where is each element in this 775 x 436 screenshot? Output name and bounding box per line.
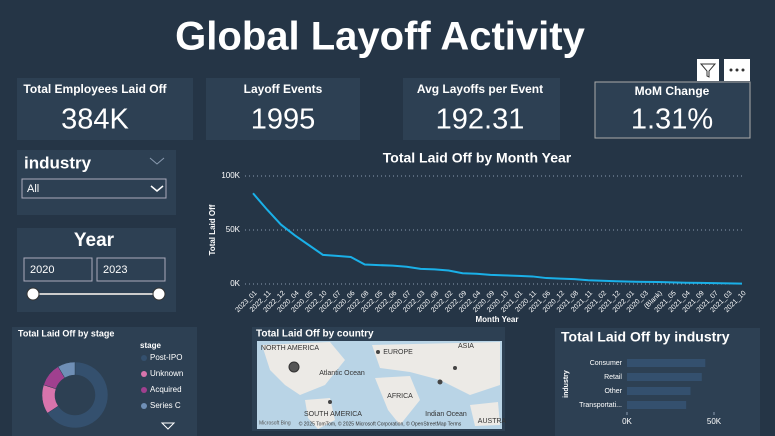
- year-slicer: Year 2020 2023: [17, 228, 176, 312]
- legend-title: stage: [140, 341, 161, 350]
- y-axis-title: Total Laid Off: [208, 204, 217, 255]
- dot: [735, 68, 739, 72]
- x-tick-label: 0K: [622, 417, 632, 426]
- legend-swatch: [141, 371, 147, 377]
- y-tick-label: Retail: [604, 374, 622, 381]
- slicer-title: Year: [74, 230, 115, 251]
- legend-label: Unknown: [150, 369, 183, 378]
- kpi-card: [403, 78, 560, 140]
- dashboard-title: Global Layoff Activity: [175, 15, 585, 59]
- land: [372, 342, 500, 395]
- dot: [741, 68, 745, 72]
- filter-icon[interactable]: [697, 59, 719, 81]
- bubble: [376, 350, 380, 354]
- map-label: NORTH AMERICA: [261, 345, 320, 352]
- dot: [729, 68, 733, 72]
- y-tick-label: 100K: [221, 171, 240, 180]
- y-tick-label: 0K: [230, 279, 240, 288]
- year-input[interactable]: [23, 257, 93, 282]
- range-handle[interactable]: [152, 287, 166, 301]
- kpi-cards: Total Employees Laid Off 384K Layoff Eve…: [17, 59, 751, 140]
- y-tick-label: Transportati...: [579, 402, 622, 409]
- kpi-value: 1995: [251, 104, 316, 136]
- kpi-label: MoM Change: [635, 84, 710, 98]
- bar: [627, 359, 706, 367]
- year-to: 2023: [103, 264, 127, 276]
- bar: [627, 401, 687, 409]
- scroll-arrow[interactable]: [160, 422, 176, 430]
- land: [470, 402, 500, 426]
- stage-chart: [160, 422, 176, 430]
- year-from: 2020: [30, 264, 54, 276]
- chart-card: [555, 328, 760, 436]
- dropdown-value: All: [27, 183, 39, 195]
- donut-slice: [57, 361, 76, 379]
- y-tick-label: Other: [604, 388, 622, 395]
- kpi-label: Total Employees Laid Off: [23, 82, 167, 96]
- line: [252, 192, 743, 285]
- chart-title: Total Laid Off by stage: [18, 328, 114, 338]
- map-label: SOUTH AMERICA: [304, 411, 362, 418]
- legend-swatch: [141, 355, 147, 361]
- map-brand: Microsoft Bing: [259, 420, 291, 426]
- y-tick-label: 50K: [226, 225, 241, 234]
- kpi-label: Avg Layoffs per Event: [417, 82, 543, 96]
- donut-slice: [47, 361, 109, 429]
- dropdown-arrow: [150, 185, 164, 192]
- map-label: AUSTRA: [478, 418, 507, 425]
- kpi-label: Layoff Events: [244, 82, 323, 96]
- collapse-icon[interactable]: [149, 157, 165, 165]
- legend-swatch: [141, 387, 147, 393]
- bar: [627, 373, 702, 381]
- chart-title: Total Laid Off by industry: [561, 329, 730, 345]
- bubble: [328, 400, 332, 404]
- kpi-value: 192.31: [436, 104, 525, 136]
- x-tick-label: 50K: [707, 417, 722, 426]
- land: [375, 376, 420, 425]
- dropdown[interactable]: [21, 178, 167, 199]
- map-label: AFRICA: [387, 393, 413, 400]
- bubble: [288, 361, 300, 373]
- filter-glyph: [699, 63, 717, 78]
- bubble: [437, 379, 443, 385]
- bubble: [453, 366, 457, 370]
- kpi-card: [17, 78, 193, 140]
- legend-swatch: [141, 403, 147, 409]
- bar: [627, 387, 691, 395]
- kpi-value: 1.31%: [631, 104, 713, 136]
- kpi-value: 384K: [61, 104, 129, 136]
- y-tick-label: Consumer: [590, 360, 623, 367]
- legend-label: Post-IPO: [150, 353, 182, 362]
- chart-title: Total Laid Off by Month Year: [383, 150, 572, 166]
- kpi-card[interactable]: [594, 81, 751, 139]
- map-label: EUROPE: [383, 349, 413, 356]
- legend-label: Series C: [150, 401, 181, 410]
- map-label: Atlantic Ocean: [319, 370, 365, 377]
- year-input[interactable]: [96, 257, 166, 282]
- map-label: ASIA: [458, 343, 474, 350]
- x-axis-title: Month Year: [476, 315, 519, 324]
- range-handle[interactable]: [26, 287, 40, 301]
- map-label: Indian Ocean: [425, 411, 467, 418]
- map-attribution: © 2025 TomTom, © 2025 Microsoft Corporat…: [299, 420, 462, 427]
- slicer-card: [17, 150, 176, 215]
- slicer-title: industry: [24, 153, 92, 172]
- map: Total Laid Off by country NORTH AMERICA E…: [256, 329, 507, 429]
- land: [262, 342, 345, 395]
- legend-label: Acquired: [150, 385, 182, 394]
- industry-slicer: industry All: [17, 150, 176, 215]
- land: [305, 398, 335, 429]
- kpi-card: [206, 78, 360, 140]
- y-axis-title: industry: [563, 370, 570, 398]
- map-title: Total Laid Off by country: [256, 329, 374, 340]
